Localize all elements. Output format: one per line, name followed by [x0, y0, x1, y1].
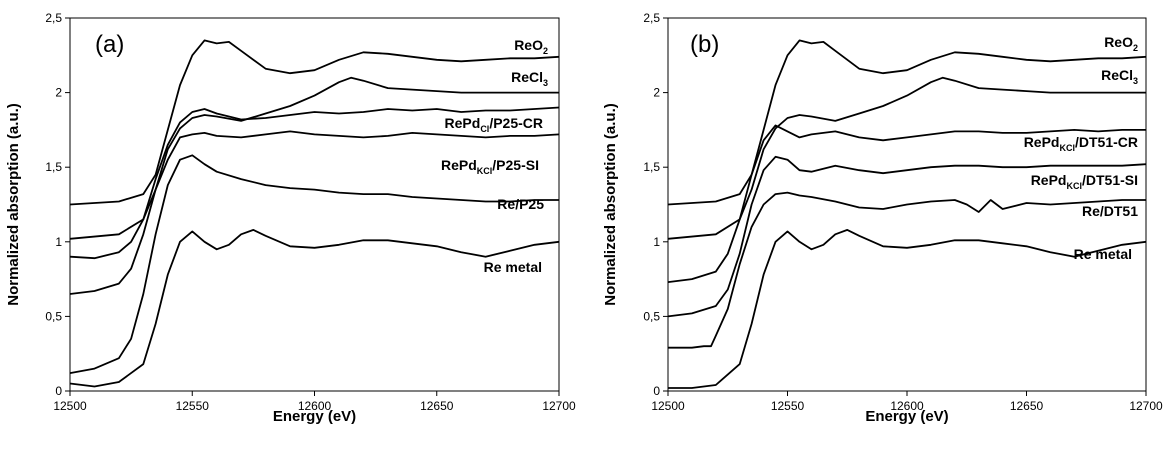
- series-line: [69, 130, 560, 295]
- x-tick-label: 12500: [53, 399, 87, 413]
- series-line: [667, 76, 1146, 240]
- series-line: [69, 39, 560, 206]
- y-tick-label: 1: [55, 235, 62, 249]
- y-tick-label: 0,5: [45, 309, 62, 323]
- x-tick-label: 12700: [542, 399, 576, 413]
- y-tick-label: 0: [55, 384, 62, 398]
- panel-label: (b): [690, 31, 719, 58]
- series-label: RePdKCl/P25-SI: [441, 157, 539, 176]
- series-label: ReCl3: [1101, 67, 1138, 86]
- y-tick-label: 2,5: [45, 11, 62, 25]
- x-tick-label: 12550: [176, 399, 210, 413]
- y-tick-label: 2,5: [643, 11, 660, 25]
- panel-label: (a): [95, 31, 124, 58]
- series-line: [667, 124, 1146, 283]
- series-label: Re/DT51: [1082, 203, 1138, 219]
- y-tick-label: 0: [653, 384, 660, 398]
- x-tick-label: 12600: [298, 399, 332, 413]
- y-tick-label: 1,5: [45, 160, 62, 174]
- x-tick-label: 12650: [420, 399, 454, 413]
- series-label: RePdCl/P25-CR: [445, 115, 543, 134]
- series-label: Re metal: [1074, 246, 1132, 262]
- y-axis-title: Normalized absorption (a.u.): [5, 103, 22, 306]
- x-tick-label: 12500: [651, 399, 685, 413]
- y-tick-label: 1,5: [643, 160, 660, 174]
- y-tick-label: 2: [55, 86, 62, 100]
- x-tick-label: 12550: [771, 399, 805, 413]
- chart-panel-a: 0 0,5 1 1,5 2 2,5 12500 12550 12600 12650 12700 Ene…: [5, 11, 576, 425]
- y-tick-label: 0,5: [643, 309, 660, 323]
- series-label: RePdKCl/DT51-CR: [1024, 134, 1138, 153]
- series-label: ReCl3: [511, 69, 548, 88]
- series-label: ReO2: [1104, 34, 1138, 53]
- series-line: [667, 155, 1147, 318]
- x-tick-label: 12650: [1010, 399, 1044, 413]
- series-label: RePdKCl/DT51-SI: [1031, 172, 1138, 191]
- series-line: [69, 228, 560, 388]
- x-tick-label: 12700: [1129, 399, 1163, 413]
- y-tick-label: 1: [653, 235, 660, 249]
- series-line: [69, 106, 560, 260]
- series-line: [69, 154, 559, 374]
- series-line: [69, 76, 559, 240]
- x-tick-label: 12600: [890, 399, 924, 413]
- series-line: [668, 228, 1147, 389]
- x-axis-title: Energy (eV): [865, 408, 948, 425]
- series-label: ReO2: [514, 37, 548, 56]
- x-axis-title: Energy (eV): [273, 408, 356, 425]
- chart-panel-b: 0 0,5 1 1,5 2 2,5 12500 12550 12600 12650 12700 Ene…: [602, 11, 1163, 425]
- series-line: [667, 39, 1147, 206]
- y-axis-title: Normalized absorption (a.u.): [602, 103, 619, 306]
- y-tick-label: 2: [653, 86, 660, 100]
- plot-area: [69, 17, 560, 392]
- series-line: [668, 191, 1146, 349]
- series-label: Re metal: [484, 259, 542, 275]
- series-label: Re/P25: [497, 196, 544, 212]
